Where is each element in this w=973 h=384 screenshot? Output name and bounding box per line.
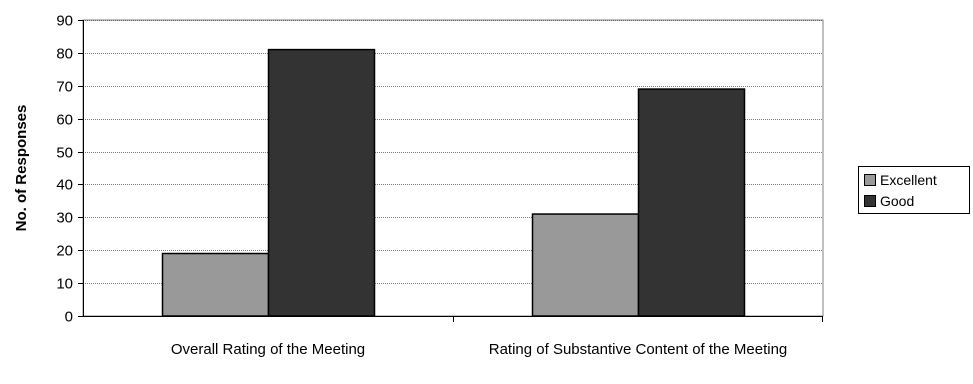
legend-item-good: Good <box>864 194 914 208</box>
y-axis-title: No. of Responses <box>13 105 30 232</box>
x-tick-label: Rating of Substantive Content of the Mee… <box>489 341 788 358</box>
bar-excellent-2 <box>531 213 640 317</box>
y-tick-label: 50 <box>56 145 73 162</box>
y-tick-label: 60 <box>56 112 73 129</box>
y-tick-label: 30 <box>56 210 73 227</box>
bar-excellent-1 <box>161 252 270 317</box>
y-tick-label: 20 <box>56 243 73 260</box>
x-tick-label: Overall Rating of the Meeting <box>171 341 365 358</box>
y-tick-label: 40 <box>56 177 73 194</box>
y-tick-label: 0 <box>65 309 73 326</box>
y-tick-label: 10 <box>56 276 73 293</box>
axes <box>78 20 823 322</box>
y-tick-label: 90 <box>56 13 73 30</box>
legend-item-excellent: Excellent <box>864 173 937 187</box>
legend-swatch-good <box>864 195 876 207</box>
axis-labels: 0 10 20 30 40 50 60 70 80 90 Overall Rating of the… <box>56 13 787 359</box>
y-tick-label: 80 <box>56 46 73 63</box>
y-tick-label: 70 <box>56 79 73 96</box>
bars <box>161 48 746 317</box>
legend-label-excellent: Excellent <box>880 172 937 188</box>
bar-good-1 <box>267 48 376 317</box>
legend: Excellent Good <box>858 166 970 214</box>
bar-good-2 <box>637 88 746 317</box>
legend-label-good: Good <box>880 193 915 209</box>
legend-swatch-excellent <box>864 174 876 186</box>
